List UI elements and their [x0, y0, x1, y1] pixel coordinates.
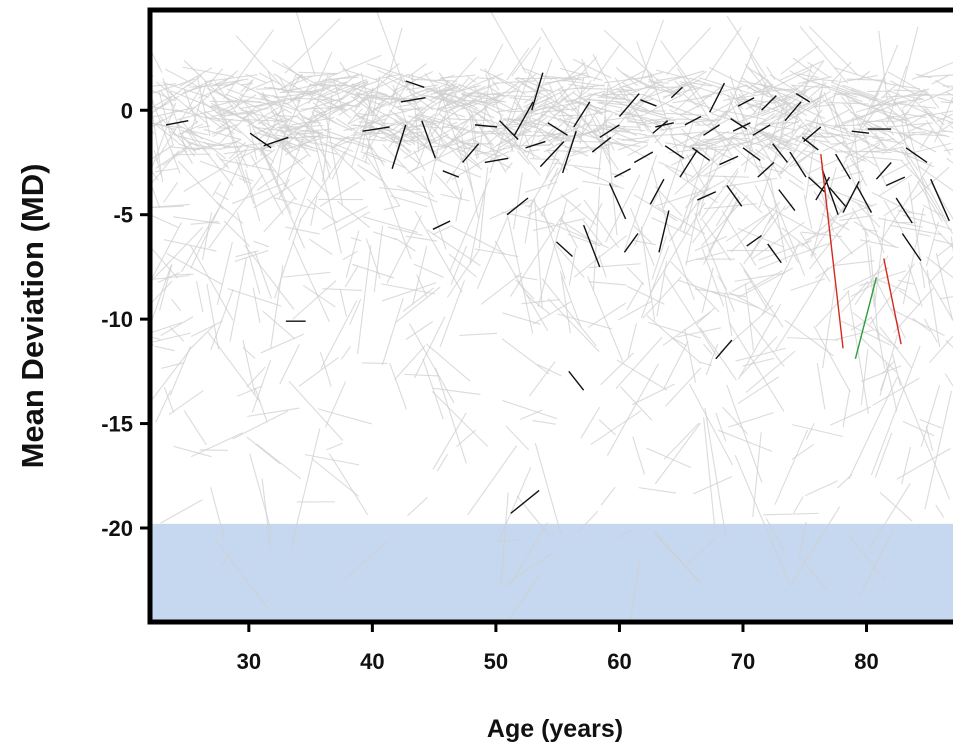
background-trajectory — [478, 78, 494, 79]
y-tick-label: -15 — [101, 412, 133, 437]
x-tick-label: 40 — [360, 649, 384, 674]
background-trajectory — [627, 122, 646, 123]
y-tick-label: -10 — [101, 307, 133, 332]
background-trajectory — [121, 75, 152, 98]
x-tick-label: 30 — [237, 649, 261, 674]
y-tick-label: 0 — [121, 98, 133, 123]
y-tick-label: -20 — [101, 516, 133, 541]
background-trajectory — [525, 206, 532, 207]
x-tick-label: 70 — [731, 649, 755, 674]
background-trajectory — [796, 136, 833, 137]
background-trajectory — [695, 125, 714, 126]
background-trajectory — [414, 121, 438, 122]
x-tick-label: 80 — [854, 649, 878, 674]
background-trajectory — [104, 66, 154, 101]
y-tick-label: -5 — [113, 203, 133, 228]
shaded-region — [150, 524, 953, 622]
shaded-region-layer — [150, 524, 953, 622]
x-tick-label: 50 — [484, 649, 508, 674]
x-axis-title: Age (years) — [487, 715, 623, 743]
x-tick-label: 60 — [607, 649, 631, 674]
y-axis-title: Mean Deviation (MD) — [15, 164, 50, 469]
